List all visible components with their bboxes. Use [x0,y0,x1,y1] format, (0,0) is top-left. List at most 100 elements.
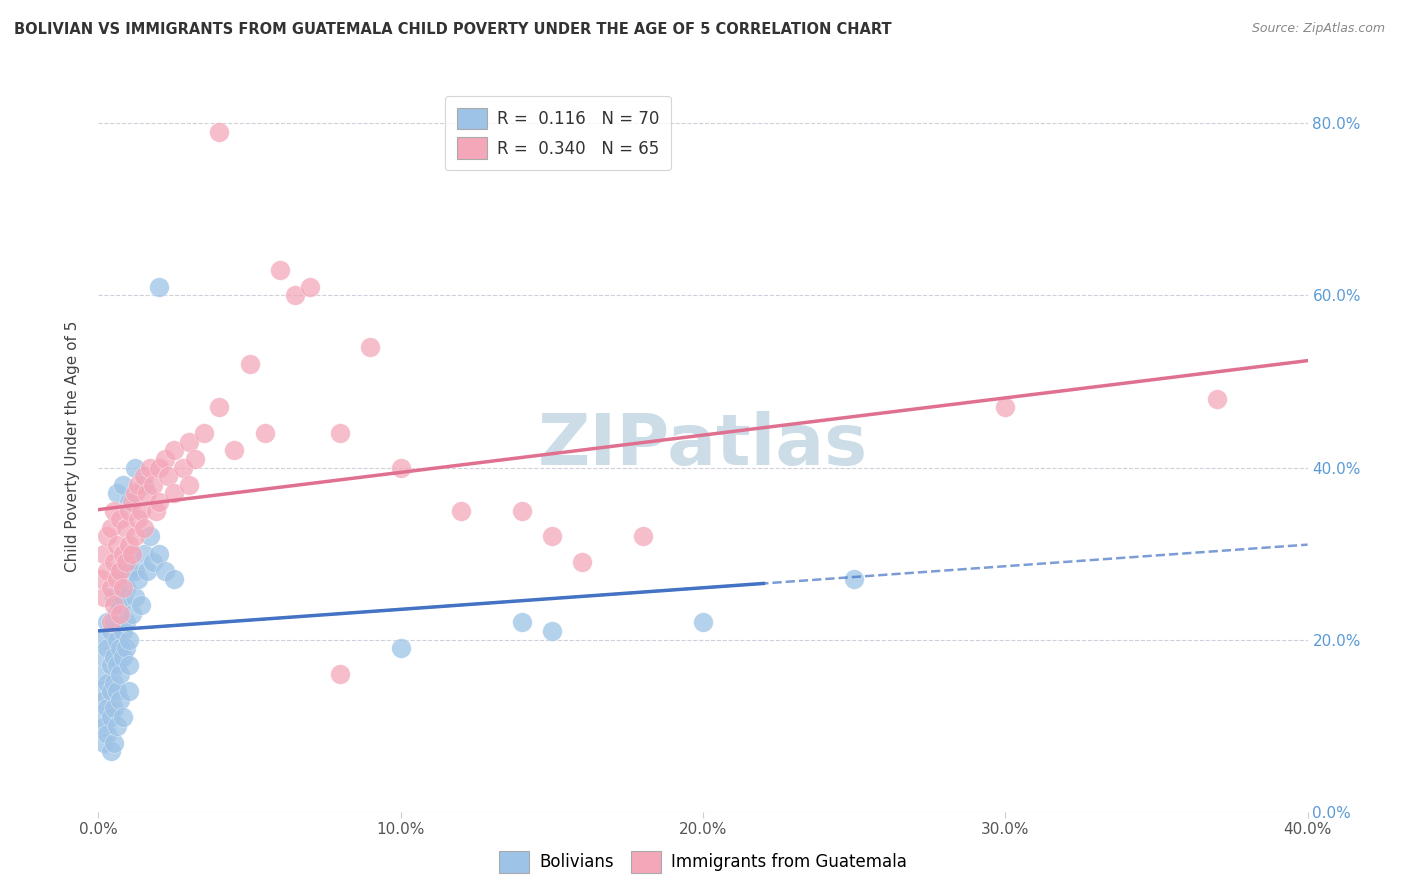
Point [111,581,134,595]
Point [93,649,115,664]
Point [145,503,167,517]
Point [114,581,136,595]
Point [153,451,176,466]
Point [114,641,136,656]
Point [510,503,533,517]
Legend: Bolivians, Immigrants from Guatemala: Bolivians, Immigrants from Guatemala [492,845,914,880]
Point [111,649,134,664]
Point [118,538,141,552]
Point [127,477,149,491]
Point [129,503,152,517]
Point [121,547,143,561]
Point [100,615,122,630]
Point [111,710,134,724]
Point [96,701,118,715]
Point [103,615,125,630]
Point [208,125,231,139]
Point [121,607,143,621]
Point [127,573,149,587]
Point [239,357,262,371]
Point [100,710,122,724]
Point [103,555,125,569]
Point [105,538,128,552]
Point [253,426,276,441]
Point [114,615,136,630]
Point [100,581,122,595]
Point [103,649,125,664]
Point [105,684,128,698]
Point [132,469,155,483]
Point [153,564,176,578]
Point [124,460,146,475]
Point [179,434,201,449]
Point [1206,392,1229,406]
Point [108,607,131,621]
Point [135,564,157,578]
Point [132,521,155,535]
Point [121,547,143,561]
Point [100,744,122,758]
Point [108,564,131,578]
Point [118,658,141,673]
Point [148,547,170,561]
Point [148,495,170,509]
Point [692,615,714,630]
Point [129,598,152,612]
Text: BOLIVIAN VS IMMIGRANTS FROM GUATEMALA CHILD POVERTY UNDER THE AGE OF 5 CORRELATI: BOLIVIAN VS IMMIGRANTS FROM GUATEMALA CH… [14,22,891,37]
Point [111,477,134,491]
Point [96,615,118,630]
Point [124,590,146,604]
Point [844,573,866,587]
Point [111,590,134,604]
Point [118,632,141,647]
Point [224,443,246,458]
Point [90,684,112,698]
Point [93,547,115,561]
Point [108,564,131,578]
Point [96,727,118,741]
Point [118,684,141,698]
Point [124,486,146,500]
Point [389,641,412,656]
Point [994,401,1017,415]
Point [184,451,207,466]
Point [96,529,118,543]
Point [103,701,125,715]
Point [269,262,291,277]
Point [114,521,136,535]
Point [90,710,112,724]
Point [139,460,162,475]
Point [111,547,134,561]
Point [124,564,146,578]
Point [121,495,143,509]
Point [299,280,322,294]
Point [540,624,562,638]
Point [118,495,141,509]
Point [96,564,118,578]
Point [105,658,128,673]
Point [540,529,562,543]
Point [179,477,201,491]
Point [105,607,128,621]
Point [329,426,352,441]
Point [90,667,112,681]
Point [450,503,472,517]
Point [93,693,115,707]
Point [132,477,155,491]
Point [142,555,165,569]
Point [329,667,352,681]
Point [93,590,115,604]
Point [127,512,149,526]
Point [142,477,165,491]
Point [93,632,115,647]
Point [108,512,131,526]
Point [284,288,307,302]
Point [163,573,186,587]
Point [193,426,215,441]
Point [100,658,122,673]
Point [103,675,125,690]
Point [100,521,122,535]
Text: ZIPatlas: ZIPatlas [538,411,868,481]
Point [139,529,162,543]
Point [103,590,125,604]
